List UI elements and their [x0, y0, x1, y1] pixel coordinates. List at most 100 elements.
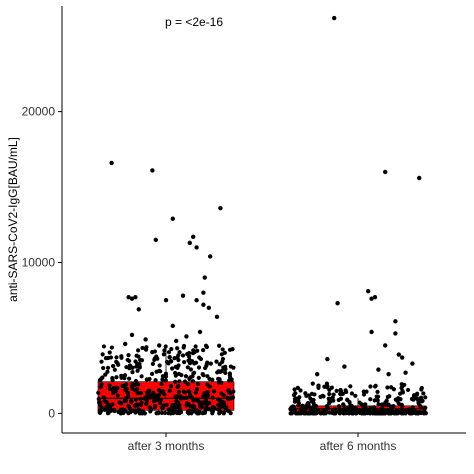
data-point [160, 374, 165, 379]
outlier-point [129, 332, 135, 338]
data-point [116, 362, 121, 367]
data-point [193, 390, 198, 395]
outlier-point [202, 275, 207, 280]
data-point [187, 376, 192, 382]
data-point [363, 402, 368, 407]
data-point [101, 365, 106, 371]
data-point [105, 369, 110, 374]
data-point [227, 371, 232, 376]
data-point [306, 393, 311, 398]
data-point [290, 404, 295, 409]
data-point [197, 355, 202, 360]
data-point [196, 365, 202, 370]
data-point [416, 411, 421, 416]
data-point [182, 390, 187, 395]
p-value-annotation: p = <2e-16 [165, 15, 223, 29]
data-point [420, 398, 425, 403]
data-point [297, 410, 302, 415]
data-point [178, 410, 184, 415]
outlier-point [123, 341, 128, 347]
data-point [140, 345, 145, 351]
data-point [210, 395, 215, 400]
data-point [400, 384, 405, 389]
data-point [368, 397, 373, 402]
data-point [329, 385, 334, 390]
data-point [387, 394, 392, 399]
data-point [151, 399, 157, 404]
outlier-point [400, 355, 405, 360]
data-point [119, 373, 124, 378]
data-point [203, 401, 208, 406]
data-point [177, 379, 182, 384]
data-point [405, 409, 410, 415]
outlier-point [369, 296, 374, 301]
data-point [176, 363, 181, 368]
outlier-point [214, 314, 220, 320]
data-point [345, 397, 350, 403]
data-point [318, 394, 323, 399]
data-point [204, 394, 209, 400]
data-point [105, 365, 111, 370]
outlier-point [376, 367, 381, 372]
data-point [216, 397, 221, 402]
data-point [123, 398, 128, 404]
data-point [346, 405, 352, 410]
data-point [353, 405, 358, 410]
outlier-point [136, 307, 141, 312]
data-point [138, 402, 143, 407]
data-point [368, 384, 373, 389]
outlier-point [191, 234, 196, 240]
data-point [176, 383, 181, 388]
data-point [189, 411, 194, 416]
data-point [100, 375, 105, 380]
data-point [158, 401, 163, 406]
data-point [297, 395, 302, 400]
data-point [334, 388, 339, 393]
data-point [190, 359, 195, 364]
data-point [353, 393, 358, 398]
data-point [127, 376, 132, 381]
outlier-point [157, 343, 162, 348]
data-point [310, 381, 315, 386]
data-point [303, 391, 308, 396]
data-point [156, 411, 161, 416]
data-point [150, 361, 155, 366]
data-point [114, 375, 119, 380]
data-point [395, 411, 401, 416]
data-point [195, 411, 200, 416]
data-point [421, 411, 426, 416]
data-point [205, 390, 210, 395]
data-point [160, 406, 165, 411]
data-point [356, 408, 361, 413]
data-point [138, 396, 143, 401]
outlier-point [133, 295, 138, 300]
data-point [220, 347, 225, 352]
outlier-point [126, 295, 131, 300]
data-point [124, 386, 129, 391]
data-point [133, 388, 138, 393]
data-point [323, 411, 328, 416]
data-point [313, 411, 318, 416]
data-point [115, 385, 120, 390]
data-point [158, 397, 164, 402]
data-point [110, 402, 115, 407]
outlier-point [315, 371, 320, 377]
data-point [405, 387, 411, 393]
data-point [153, 403, 158, 409]
data-point [327, 391, 332, 397]
outlier-point [184, 334, 189, 339]
data-point [153, 378, 158, 383]
data-point [167, 388, 173, 393]
data-point [219, 352, 224, 357]
data-point [185, 351, 191, 357]
data-point [120, 383, 125, 389]
data-point [126, 411, 131, 416]
outlier-point [201, 290, 206, 295]
data-point [181, 360, 187, 365]
data-point [288, 407, 293, 412]
data-point [173, 402, 178, 407]
data-point [119, 401, 124, 406]
outlier-point [403, 370, 408, 375]
data-point [382, 411, 387, 416]
y-axis-title: anti-SARS-CoV2-IgG[BAU/mL] [6, 137, 20, 302]
